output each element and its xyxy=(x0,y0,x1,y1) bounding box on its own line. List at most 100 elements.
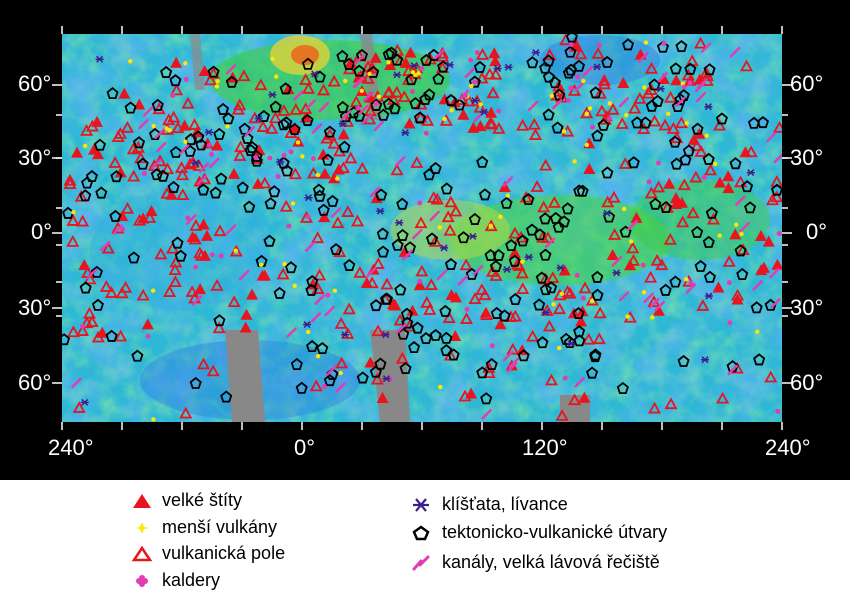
tectonic-volcanic-marker xyxy=(425,232,439,245)
large-shield-marker xyxy=(449,291,462,303)
large-shield-marker xyxy=(675,196,688,208)
large-shield-marker xyxy=(282,83,295,95)
tectonic-volcanic-marker xyxy=(573,184,586,197)
tectonic-volcanic-marker xyxy=(312,183,325,196)
volcanic-field-marker xyxy=(147,159,161,171)
lava-channel-marker xyxy=(155,142,167,153)
small-volcano-marker xyxy=(520,259,525,264)
tectonic-volcanic-marker xyxy=(423,88,436,101)
lava-channel-marker xyxy=(150,158,162,170)
volcanic-field-marker xyxy=(546,271,560,283)
tectonic-volcanic-marker xyxy=(542,70,555,83)
large-shield-marker xyxy=(652,304,665,316)
tectonic-volcanic-marker xyxy=(485,358,498,371)
tectonic-volcanic-marker xyxy=(377,108,390,121)
tectonic-volcanic-marker xyxy=(468,75,481,88)
volcanic-field-marker xyxy=(686,206,700,219)
tick-pancake-marker xyxy=(393,71,402,79)
volcanic-field-marker xyxy=(265,122,279,134)
volcanic-field-marker xyxy=(423,303,437,315)
volcanic-field-marker xyxy=(320,131,334,144)
tectonic-volcanic-marker xyxy=(195,138,208,151)
small-volcano-marker xyxy=(624,112,629,118)
volcanic-field-marker xyxy=(644,186,658,199)
volcanic-field-marker xyxy=(80,124,94,136)
volcanic-field-marker xyxy=(541,231,555,244)
small-volcano-marker xyxy=(343,78,348,84)
tectonic-volcanic-marker xyxy=(306,339,319,353)
tectonic-volcanic-marker xyxy=(330,242,343,256)
tectonic-volcanic-marker xyxy=(627,156,640,169)
large-shield-marker xyxy=(186,231,199,243)
small-volcano-marker xyxy=(561,129,567,134)
caldera-marker xyxy=(655,160,661,166)
tick-pancake-marker xyxy=(704,103,713,111)
tectonic-volcanic-marker xyxy=(439,304,452,317)
tectonic-volcanic-marker xyxy=(505,238,518,252)
small-volcano-marker xyxy=(151,417,156,422)
volcanic-field-marker xyxy=(664,90,678,103)
small-volcano-marker xyxy=(290,201,296,206)
tectonic-volcanic-marker xyxy=(367,65,380,78)
tectonic-volcanic-marker xyxy=(702,235,715,248)
large-shield-marker xyxy=(494,318,507,330)
tectonic-volcanic-marker xyxy=(411,321,424,334)
small-volcano-marker xyxy=(167,127,172,133)
large-shield-marker xyxy=(722,170,735,182)
lava-channel-marker xyxy=(318,101,330,113)
tectonic-volcanic-marker xyxy=(150,168,163,181)
volcanic-field-marker xyxy=(618,157,632,169)
volcanic-field-marker xyxy=(349,95,363,108)
lava-channel-marker xyxy=(225,64,237,75)
large-shield-marker xyxy=(376,391,389,403)
tectonic-volcanic-marker xyxy=(160,65,173,78)
tectonic-volcanic-marker xyxy=(522,192,535,206)
tectonic-volcanic-marker xyxy=(535,271,548,284)
small-volcano-marker xyxy=(469,83,474,89)
caldera-marker xyxy=(410,88,416,94)
large-shield-marker xyxy=(96,326,109,338)
tectonic-volcanic-marker xyxy=(565,34,578,43)
tick-pancake-marker xyxy=(704,292,713,300)
lava-channel-marker xyxy=(99,240,111,252)
volcanic-field-marker xyxy=(176,188,190,201)
tick-pancake-marker xyxy=(567,340,576,348)
caldera-marker xyxy=(193,264,199,270)
tick-pancake-marker xyxy=(656,85,665,93)
caldera-marker xyxy=(566,97,572,103)
volcanic-field-marker xyxy=(370,372,384,385)
tick-pancake-marker xyxy=(376,207,385,215)
volcanic-field-marker xyxy=(478,288,492,301)
tectonic-volcanic-marker xyxy=(440,331,453,344)
tick-pancake-marker xyxy=(401,129,410,137)
large-shield-marker xyxy=(165,188,178,200)
small-volcano-marker xyxy=(338,370,343,376)
volcanic-field-marker xyxy=(601,195,615,208)
volcanic-field-marker xyxy=(119,280,133,293)
volcanic-field-marker xyxy=(615,117,629,129)
tectonic-volcanic-marker xyxy=(127,251,140,264)
tick-pancake-marker xyxy=(504,63,513,71)
large-shield-marker xyxy=(687,133,700,145)
volcanic-field-marker xyxy=(212,321,226,334)
tectonic-volcanic-marker xyxy=(573,325,586,338)
small-volcano-marker xyxy=(442,116,447,122)
tectonic-volcanic-marker xyxy=(317,203,330,216)
tectonic-volcanic-marker xyxy=(468,212,481,225)
tectonic-volcanic-marker xyxy=(184,133,198,146)
lava-channel-marker xyxy=(611,256,622,267)
large-shield-marker xyxy=(657,72,670,84)
purple-star-icon xyxy=(413,497,429,512)
volcanic-field-marker xyxy=(430,192,444,205)
volcanic-field-marker xyxy=(254,78,268,91)
legend-label: tektonicko-vulkanické útvary xyxy=(442,522,668,542)
volcanic-field-marker xyxy=(652,180,666,193)
tectonic-volcanic-marker xyxy=(542,108,555,121)
tick-pancake-marker xyxy=(304,194,313,202)
caldera-marker xyxy=(321,384,327,390)
volcanic-field-marker xyxy=(170,83,184,96)
tectonic-volcanic-marker xyxy=(376,245,390,258)
tectonic-volcanic-marker xyxy=(396,197,409,210)
volcanic-field-marker xyxy=(637,122,651,134)
lat-label-right-30s: 30° xyxy=(790,295,824,320)
